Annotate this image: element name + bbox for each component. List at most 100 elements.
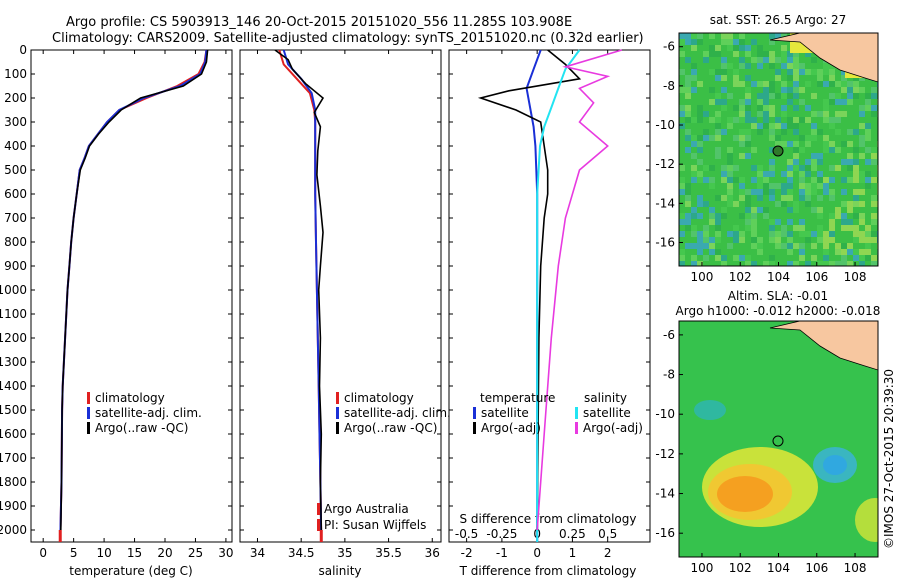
sst-pixel [859, 213, 865, 219]
sst-pixel [751, 243, 757, 249]
salinity-panel [239, 49, 442, 543]
sst-pixel [841, 75, 847, 81]
depth-tick-label: 1700 [0, 451, 27, 465]
sst-pixel [817, 231, 823, 237]
sst-pixel [775, 231, 781, 237]
sst-pixel [769, 63, 775, 69]
sst-pixel [799, 177, 805, 183]
sst-pixel [733, 135, 739, 141]
sst-pixel [829, 195, 835, 201]
sst-pixel [709, 177, 715, 183]
legend-swatch-sal-satellite [575, 407, 578, 419]
sst-pixel [727, 201, 733, 207]
sst-pixel [691, 231, 697, 237]
series-line-argo-raw-qc- [60, 49, 209, 531]
sst-pixel [751, 261, 757, 266]
sst-pixel [763, 111, 769, 117]
sst-pixel [841, 177, 847, 183]
x-tick-label: 34.5 [288, 546, 315, 560]
sst-pixel [739, 63, 745, 69]
sst-pixel [841, 249, 847, 255]
sst-pixel [685, 111, 691, 117]
sst-pixel [751, 147, 757, 153]
sst-pixel [721, 255, 727, 261]
sst-pixel [781, 141, 787, 147]
sst-pixel [829, 123, 835, 129]
sst-pixel [853, 189, 859, 195]
sst-pixel [799, 63, 805, 69]
sst-pixel [823, 105, 829, 111]
sst-pixel [697, 105, 703, 111]
sst-pixel [811, 129, 817, 135]
sst-pixel [793, 87, 799, 93]
sst-pixel [751, 117, 757, 123]
sst-pixel [853, 213, 859, 219]
sst-pixel [853, 129, 859, 135]
sst-pixel [817, 183, 823, 189]
sst-pixel [847, 219, 853, 225]
sst-pixel [757, 189, 763, 195]
sst-pixel [775, 75, 781, 81]
sst-pixel [739, 81, 745, 87]
series-layer [58, 49, 623, 543]
sst-pixel [703, 129, 709, 135]
sst-pixel [739, 141, 745, 147]
sst-pixel [817, 129, 823, 135]
sst-pixel [823, 189, 829, 195]
sst-pixel [769, 51, 775, 57]
sst-pixel [853, 255, 859, 261]
sst-pixel [763, 99, 769, 105]
sst-pixel [829, 219, 835, 225]
sst-pixel [865, 171, 871, 177]
sst-pixel [853, 201, 859, 207]
sst-pixel [859, 177, 865, 183]
sst-pixel [817, 75, 823, 81]
sst-pixel [721, 75, 727, 81]
sst-pixel [733, 231, 739, 237]
x-tick-label: 1 [569, 546, 577, 560]
sst-pixel [739, 237, 745, 243]
lat-tick-label: -16 [655, 526, 675, 540]
sst-pixel [793, 123, 799, 129]
sst-pixel [865, 177, 871, 183]
depth-tick-label: 1200 [0, 331, 27, 345]
sst-pixel [685, 219, 691, 225]
legend-item: satellite [583, 406, 631, 420]
sst-pixel [685, 117, 691, 123]
sst-pixel [787, 141, 793, 147]
tick-layer: 0 5 10 15 20 25 30 34 34.5 35 35.5 36 -2 -1 0 1 2 -0.5 -0.… [39, 50, 617, 560]
sst-pixel [709, 165, 715, 171]
sst-pixel [751, 219, 757, 225]
sst-pixel [871, 219, 877, 225]
sst-pixel [697, 147, 703, 153]
sst-pixel [679, 51, 685, 57]
sst-pixel [757, 129, 763, 135]
sst-pixel [829, 231, 835, 237]
credit-line2: PI: Susan Wijffels [324, 518, 426, 532]
series-line-argo-raw-qc- [274, 49, 325, 531]
sst-pixel [793, 81, 799, 87]
x-tick-label: 35.5 [375, 546, 402, 560]
sst-pixel [733, 69, 739, 75]
sst-pixel [817, 261, 823, 266]
sst-pixel [787, 87, 793, 93]
sst-pixel [823, 237, 829, 243]
sst-pixel [721, 177, 727, 183]
sst-pixel [727, 189, 733, 195]
sst-pixel [787, 231, 793, 237]
sst-pixel [871, 159, 877, 165]
sst-pixel [697, 39, 703, 45]
sst-pixel [703, 165, 709, 171]
sst-pixel [793, 159, 799, 165]
climatology-bottom-mark [319, 530, 323, 542]
sst-pixel [745, 219, 751, 225]
depth-tick-label: 1400 [0, 379, 27, 393]
sst-pixel [751, 57, 757, 63]
sst-pixel [757, 171, 763, 177]
sst-pixel [745, 99, 751, 105]
sst-pixel [829, 213, 835, 219]
sst-pixel [787, 69, 793, 75]
sst-pixel [715, 123, 721, 129]
sst-pixel [769, 171, 775, 177]
sst-pixel [697, 171, 703, 177]
